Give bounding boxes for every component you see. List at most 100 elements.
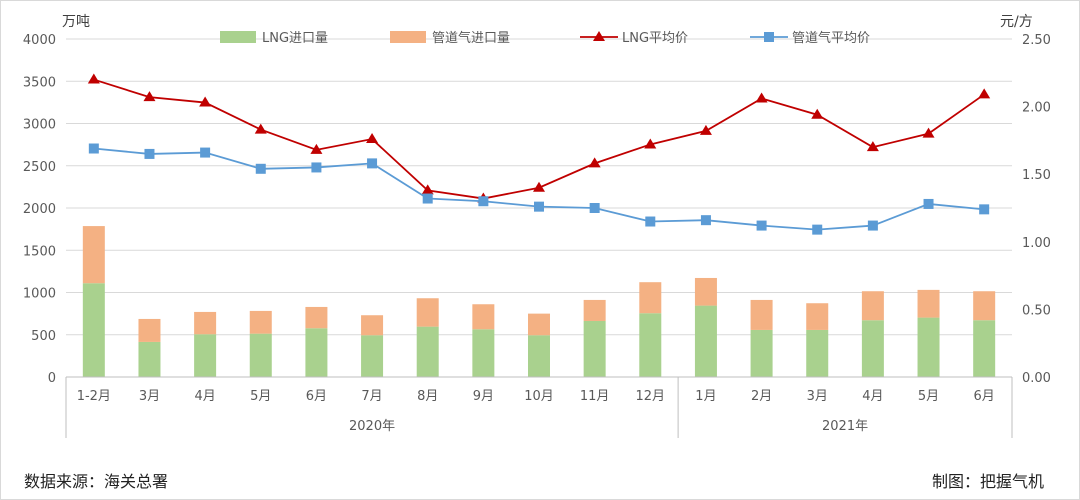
point-管道气平均价 (144, 148, 155, 159)
category-label: 6月 (974, 389, 995, 404)
right-tick-label: 2.00 (1022, 101, 1051, 116)
point-LNG平均价 (310, 143, 323, 154)
legend-swatch (220, 31, 256, 43)
bar-LNG进口量 (861, 320, 884, 377)
legend-swatch (390, 31, 426, 43)
point-LNG平均价 (199, 96, 212, 107)
bar-管道气进口量 (138, 318, 161, 342)
category-label: 7月 (361, 389, 382, 404)
legend-label: 管道气进口量 (432, 30, 510, 46)
point-LNG平均价 (254, 123, 267, 134)
category-label: 1-2月 (77, 389, 111, 404)
point-LNG平均价 (421, 184, 434, 195)
right-tick-label: 1.00 (1022, 236, 1051, 251)
bar-管道气进口量 (82, 226, 105, 284)
bar-LNG进口量 (361, 335, 384, 377)
bar-管道气进口量 (973, 291, 996, 321)
legend-label: LNG平均价 (622, 31, 688, 46)
category-label: 1月 (695, 389, 716, 404)
credit-note: 制图：把握气机 (932, 472, 1044, 491)
legend-label: 管道气平均价 (792, 30, 870, 46)
bar-LNG进口量 (694, 305, 717, 377)
bar-LNG进口量 (806, 329, 829, 377)
bar-管道气进口量 (917, 289, 940, 318)
bar-管道气进口量 (694, 277, 717, 306)
left-tick-label: 500 (31, 329, 56, 344)
left-tick-label: 0 (48, 371, 56, 386)
left-axis-unit: 万吨 (62, 14, 90, 30)
bar-LNG进口量 (973, 320, 996, 377)
left-tick-label: 1500 (23, 244, 56, 259)
bar-管道气进口量 (361, 315, 384, 336)
legend-marker (764, 32, 774, 42)
bar-LNG进口量 (305, 328, 328, 377)
category-label: 4月 (194, 389, 215, 404)
point-管道气平均价 (534, 201, 544, 212)
category-label: 12月 (636, 389, 666, 404)
group-label: 2020年 (349, 419, 395, 434)
right-tick-label: 2.50 (1022, 33, 1051, 48)
category-label: 3月 (139, 389, 160, 404)
bar-LNG进口量 (138, 341, 161, 377)
left-tick-label: 3000 (23, 118, 56, 133)
point-管道气平均价 (700, 215, 711, 226)
point-LNG平均价 (866, 141, 879, 152)
bar-管道气进口量 (583, 299, 606, 321)
point-管道气平均价 (200, 147, 211, 158)
point-管道气平均价 (589, 203, 600, 213)
point-管道气平均价 (311, 162, 322, 173)
category-label: 9月 (473, 389, 494, 404)
point-管道气平均价 (756, 220, 767, 231)
bar-LNG进口量 (917, 317, 940, 377)
source-note: 数据来源：海关总署 (24, 472, 168, 491)
point-LNG平均价 (922, 127, 935, 138)
bar-管道气进口量 (639, 282, 662, 314)
left-tick-label: 2500 (23, 160, 56, 175)
point-LNG平均价 (87, 73, 100, 84)
category-label: 6月 (306, 389, 327, 404)
bar-管道气进口量 (305, 306, 328, 329)
category-label: 2月 (751, 389, 772, 404)
left-tick-label: 3500 (23, 75, 56, 90)
right-tick-label: 0.50 (1022, 303, 1051, 318)
point-LNG平均价 (978, 88, 991, 99)
category-label: 3月 (807, 389, 828, 404)
category-label: 5月 (250, 389, 271, 404)
bar-管道气进口量 (861, 291, 884, 321)
bar-LNG进口量 (416, 326, 439, 377)
category-label: 11月 (580, 389, 610, 404)
bar-LNG进口量 (583, 320, 606, 377)
right-tick-label: 0.00 (1022, 371, 1051, 386)
point-管道气平均价 (812, 224, 823, 235)
category-label: 4月 (862, 389, 883, 404)
bar-管道气进口量 (528, 313, 550, 336)
bar-LNG进口量 (194, 334, 217, 377)
legend-marker (593, 31, 605, 41)
point-管道气平均价 (367, 158, 378, 169)
point-LNG平均价 (533, 181, 545, 192)
bar-管道气进口量 (750, 299, 773, 330)
bar-LNG进口量 (528, 335, 550, 377)
point-LNG平均价 (755, 92, 768, 103)
bar-LNG进口量 (472, 329, 495, 377)
bar-LNG进口量 (750, 329, 773, 377)
point-管道气平均价 (88, 143, 99, 154)
point-管道气平均价 (867, 220, 878, 231)
category-label: 5月 (918, 389, 939, 404)
point-LNG平均价 (699, 124, 712, 135)
left-tick-label: 1000 (23, 287, 56, 302)
point-LNG平均价 (811, 108, 824, 119)
bar-管道气进口量 (806, 303, 829, 330)
point-管道气平均价 (645, 216, 656, 227)
point-管道气平均价 (923, 198, 934, 209)
bar-管道气进口量 (472, 304, 495, 330)
point-管道气平均价 (478, 196, 489, 207)
right-tick-label: 1.50 (1022, 168, 1051, 183)
category-label: 8月 (417, 389, 438, 404)
point-LNG平均价 (644, 138, 657, 149)
left-tick-label: 2000 (23, 202, 56, 217)
point-LNG平均价 (143, 91, 156, 102)
right-axis-unit: 元/方 (1000, 14, 1033, 30)
bar-管道气进口量 (249, 310, 272, 334)
bar-管道气进口量 (194, 311, 217, 335)
